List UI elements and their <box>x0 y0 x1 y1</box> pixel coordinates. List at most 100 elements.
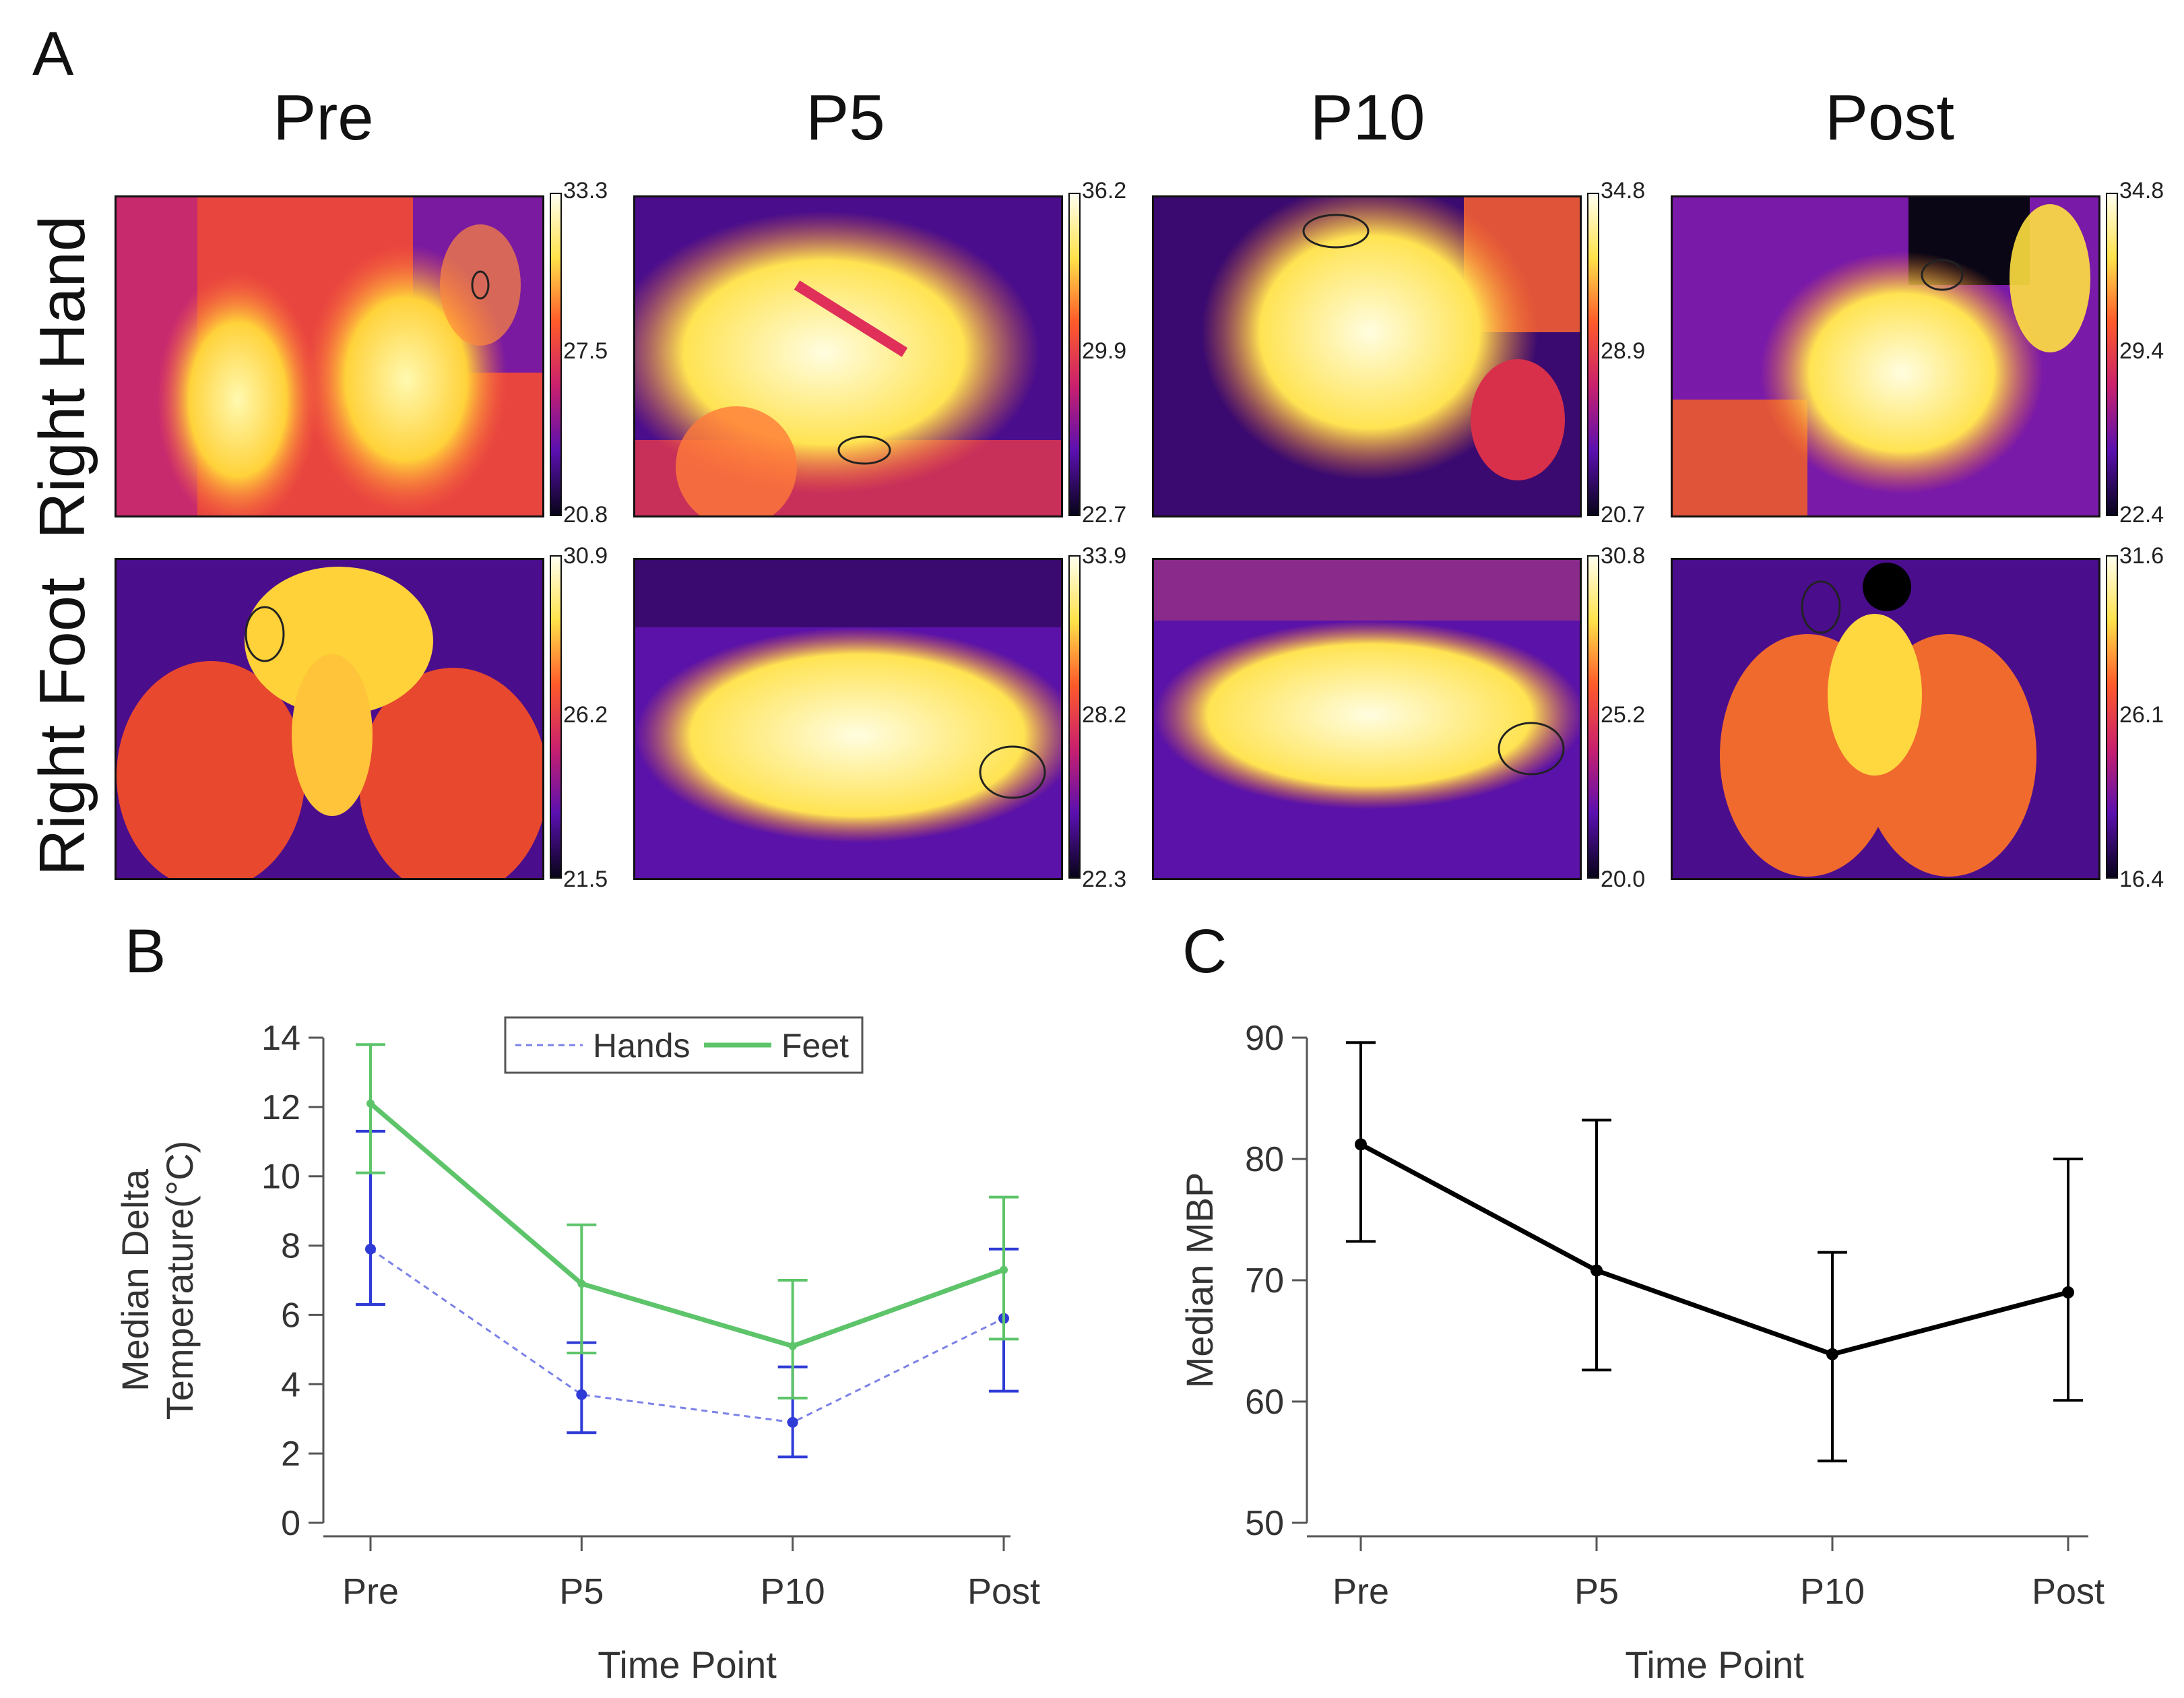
thermal-image-foot-pre <box>115 558 544 880</box>
colorbar-foot-p5 <box>1068 555 1081 879</box>
data-point <box>366 1099 375 1108</box>
thermal-image-foot-post <box>1671 558 2100 880</box>
data-point <box>788 1342 797 1350</box>
y-tick-label: 10 <box>261 1158 300 1197</box>
x-tick-label: P10 <box>761 1571 825 1612</box>
thermal-image-hand-p5 <box>633 195 1063 517</box>
series-group <box>1346 1041 2083 1463</box>
colorbar-foot-p10 <box>1587 555 1599 879</box>
row-title-right-foot: Right Foot <box>26 577 98 876</box>
y-tick-label: 90 <box>1245 1019 1284 1058</box>
colorbar-mid: 27.5 <box>563 338 608 364</box>
series-line <box>368 1102 1005 1349</box>
colorbar-mid: 28.9 <box>1601 338 1646 364</box>
colorbar-min: 22.4 <box>2119 502 2164 528</box>
y-tick-label: 12 <box>261 1088 300 1127</box>
colorbar-min: 22.7 <box>1082 502 1127 528</box>
colorbar-max: 31.6 <box>2119 543 2164 569</box>
column-title-pre: Pre <box>273 82 374 154</box>
x-tick-label: Pre <box>342 1571 399 1612</box>
series-line <box>370 1248 1004 1424</box>
column-title-p5: P5 <box>806 82 885 154</box>
y-axis: 0 2 4 6 8 10 12 14 <box>261 1019 325 1543</box>
colorbar-mid: 25.2 <box>1601 702 1646 728</box>
series-feet <box>356 1043 1019 1400</box>
colorbar-hand-p10 <box>1587 193 1599 516</box>
colorbar-min: 22.3 <box>1082 867 1127 892</box>
colorbar-min: 16.4 <box>2119 867 2164 892</box>
y-axis-label: Median MBP <box>1178 1172 1221 1389</box>
colorbar-foot-post <box>2106 555 2118 879</box>
x-tick-label: Post <box>2032 1571 2105 1612</box>
colorbar-min: 20.0 <box>1601 867 1646 892</box>
y-tick-label: 14 <box>261 1019 300 1058</box>
colorbar-mid: 26.1 <box>2119 702 2164 728</box>
series-group <box>356 1043 1019 1459</box>
x-tick-label: P5 <box>559 1571 604 1612</box>
y-axis: 50 60 70 80 90 <box>1245 1019 1308 1543</box>
y-tick-label: 4 <box>281 1365 300 1404</box>
panel-c-letter: C <box>1182 917 1227 986</box>
colorbar-max: 33.3 <box>563 178 608 203</box>
colorbar-foot-pre <box>550 555 562 879</box>
y-tick-label: 80 <box>1245 1140 1284 1179</box>
column-title-post: Post <box>1824 82 1955 154</box>
y-tick-label: 50 <box>1245 1504 1284 1543</box>
colorbar-max: 30.8 <box>1601 543 1646 569</box>
x-axis: Pre P5 P10 Post <box>323 1535 1040 1612</box>
series-mbp <box>1346 1041 2083 1463</box>
x-axis-label: Time Point <box>598 1643 777 1686</box>
row-title-right-hand: Right Hand <box>26 215 98 539</box>
y-axis-label-line2: Temperature(°C) <box>158 1141 201 1420</box>
legend-feet-label: Feet <box>781 1027 849 1065</box>
colorbar-mid: 29.4 <box>2119 338 2164 364</box>
column-title-p10: P10 <box>1310 82 1425 154</box>
x-axis: Pre P5 P10 Post <box>1307 1535 2105 1612</box>
x-tick-label: Pre <box>1332 1571 1389 1612</box>
x-axis-label: Time Point <box>1625 1643 1804 1686</box>
thermal-image-foot-p5 <box>633 558 1063 880</box>
colorbar-max: 34.8 <box>2119 178 2164 203</box>
legend-box <box>504 1016 864 1074</box>
legend: Hands Feet <box>504 1016 864 1074</box>
colorbar-mid: 29.9 <box>1082 338 1127 364</box>
y-tick-label: 70 <box>1245 1261 1284 1300</box>
panel-a-letter: A <box>32 20 74 88</box>
colorbar-max: 30.9 <box>563 543 608 569</box>
thermal-image-hand-p10 <box>1152 195 1582 517</box>
y-tick-label: 6 <box>281 1296 300 1335</box>
chart-temperature: 0 2 4 6 8 10 12 14 Pre P5 P10 Post Time Point Medi… <box>114 1016 1040 1686</box>
thermal-image-hand-post <box>1671 195 2100 517</box>
data-point <box>1355 1138 1367 1151</box>
colorbar-hand-pre <box>550 193 562 516</box>
data-point <box>576 1389 587 1400</box>
data-point <box>1000 1265 1008 1274</box>
data-point <box>2062 1286 2074 1298</box>
data-point <box>365 1243 376 1255</box>
chart-mbp: 50 60 70 80 90 Pre P5 P10 Post Time Point Media… <box>1178 1019 2105 1686</box>
colorbar-max: 33.9 <box>1082 543 1127 569</box>
data-point <box>1826 1348 1838 1360</box>
thermal-image-foot-p10 <box>1152 558 1582 880</box>
x-tick-label: Post <box>967 1571 1040 1612</box>
colorbar-min: 21.5 <box>563 867 608 892</box>
y-tick-label: 60 <box>1245 1383 1284 1422</box>
colorbar-hand-p5 <box>1068 193 1081 516</box>
x-tick-label: P5 <box>1574 1571 1619 1612</box>
x-tick-label: P10 <box>1800 1571 1865 1612</box>
y-tick-label: 2 <box>281 1435 300 1474</box>
colorbar-mid: 26.2 <box>563 702 608 728</box>
y-axis-label-line1: Median Delta <box>114 1168 156 1391</box>
panel-b-letter: B <box>125 917 166 986</box>
colorbar-max: 34.8 <box>1601 178 1646 203</box>
colorbar-hand-post <box>2106 193 2118 516</box>
colorbar-min: 20.8 <box>563 502 608 528</box>
y-tick-label: 0 <box>281 1504 300 1543</box>
colorbar-max: 36.2 <box>1082 178 1127 203</box>
data-point <box>1591 1264 1603 1277</box>
colorbar-min: 20.7 <box>1601 502 1646 528</box>
data-point <box>787 1416 798 1428</box>
thermal-image-hand-pre <box>115 195 544 517</box>
colorbar-mid: 28.2 <box>1082 702 1127 728</box>
series-hands <box>356 1129 1019 1459</box>
